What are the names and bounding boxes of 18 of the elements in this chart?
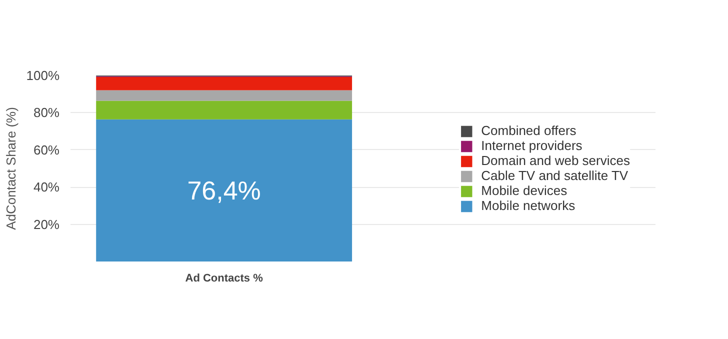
x-tick-label: Ad Contacts % xyxy=(185,272,264,284)
legend-label: Mobile networks xyxy=(481,198,576,213)
bar xyxy=(96,100,352,120)
bar xyxy=(96,76,352,90)
legend-label: Domain and web services xyxy=(481,153,630,168)
y-tick-label: 80% xyxy=(33,105,60,120)
legend-label: Internet providers xyxy=(481,138,582,153)
y-tick-label: 20% xyxy=(33,216,60,232)
bar xyxy=(96,119,352,262)
legend-label: Mobile devices xyxy=(481,183,568,198)
y-axis-title: AdContact Share (%) xyxy=(3,107,18,230)
bar xyxy=(96,90,352,101)
y-tick-label: 100% xyxy=(26,68,60,83)
legend-label: Cable TV and satellite TV xyxy=(481,168,628,183)
data-label: 76,4% xyxy=(187,175,261,206)
y-tick-label: 40% xyxy=(33,180,60,195)
legend-label: Combined offers xyxy=(481,123,576,138)
y-tick-label: 60% xyxy=(33,142,60,158)
